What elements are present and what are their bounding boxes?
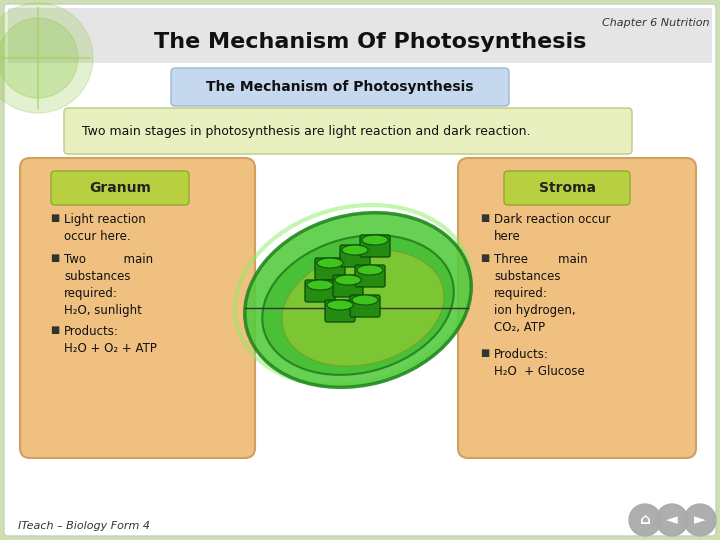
FancyBboxPatch shape — [305, 280, 335, 302]
Circle shape — [629, 504, 661, 536]
FancyBboxPatch shape — [340, 245, 370, 267]
Text: ■: ■ — [50, 325, 59, 335]
Circle shape — [0, 18, 78, 98]
Text: Products:
H₂O + O₂ + ATP: Products: H₂O + O₂ + ATP — [64, 325, 157, 355]
Ellipse shape — [352, 295, 378, 305]
Ellipse shape — [335, 275, 361, 285]
Ellipse shape — [245, 213, 471, 387]
Text: ⌂: ⌂ — [639, 512, 650, 528]
FancyBboxPatch shape — [4, 4, 716, 536]
Text: Chapter 6 Nutrition: Chapter 6 Nutrition — [603, 18, 710, 28]
Text: ITeach – Biology Form 4: ITeach – Biology Form 4 — [18, 521, 150, 531]
Text: ■: ■ — [480, 253, 490, 263]
Text: Two main stages in photosynthesis are light reaction and dark reaction.: Two main stages in photosynthesis are li… — [82, 125, 531, 138]
Text: ◄: ◄ — [666, 512, 678, 528]
FancyBboxPatch shape — [325, 300, 355, 322]
Text: Products:
H₂O  + Glucose: Products: H₂O + Glucose — [494, 348, 585, 378]
Circle shape — [656, 504, 688, 536]
Text: Light reaction
occur here.: Light reaction occur here. — [64, 213, 145, 243]
Text: Granum: Granum — [89, 181, 151, 195]
Text: Two          main
substances
required:
H₂O, sunlight: Two main substances required: H₂O, sunli… — [64, 253, 153, 317]
Ellipse shape — [362, 235, 388, 245]
FancyBboxPatch shape — [458, 158, 696, 458]
Ellipse shape — [262, 235, 454, 375]
Text: ■: ■ — [480, 213, 490, 223]
Text: The Mechanism of Photosynthesis: The Mechanism of Photosynthesis — [206, 80, 474, 94]
Text: The Mechanism Of Photosynthesis: The Mechanism Of Photosynthesis — [154, 32, 586, 52]
Ellipse shape — [327, 300, 353, 310]
FancyBboxPatch shape — [315, 258, 345, 280]
FancyBboxPatch shape — [355, 265, 385, 287]
FancyBboxPatch shape — [8, 8, 712, 63]
Text: ■: ■ — [480, 348, 490, 358]
Circle shape — [684, 504, 716, 536]
Text: ►: ► — [694, 512, 706, 528]
FancyBboxPatch shape — [20, 158, 255, 458]
Ellipse shape — [307, 280, 333, 290]
Text: ■: ■ — [50, 253, 59, 263]
Ellipse shape — [357, 265, 383, 275]
FancyBboxPatch shape — [360, 235, 390, 257]
FancyBboxPatch shape — [171, 68, 509, 106]
FancyBboxPatch shape — [504, 171, 630, 205]
FancyBboxPatch shape — [64, 108, 632, 154]
Text: Stroma: Stroma — [539, 181, 595, 195]
Circle shape — [0, 3, 93, 113]
Ellipse shape — [317, 258, 343, 268]
Text: ■: ■ — [50, 213, 59, 223]
FancyBboxPatch shape — [333, 275, 363, 297]
Ellipse shape — [342, 245, 368, 255]
FancyBboxPatch shape — [51, 171, 189, 205]
FancyBboxPatch shape — [350, 295, 380, 317]
Text: Dark reaction occur
here: Dark reaction occur here — [494, 213, 611, 243]
Text: Three        main
substances
required:
ion hydrogen,
CO₂, ATP: Three main substances required: ion hydr… — [494, 253, 588, 334]
Ellipse shape — [282, 250, 444, 366]
